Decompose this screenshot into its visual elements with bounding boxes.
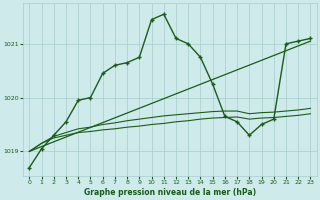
X-axis label: Graphe pression niveau de la mer (hPa): Graphe pression niveau de la mer (hPa) [84, 188, 256, 197]
